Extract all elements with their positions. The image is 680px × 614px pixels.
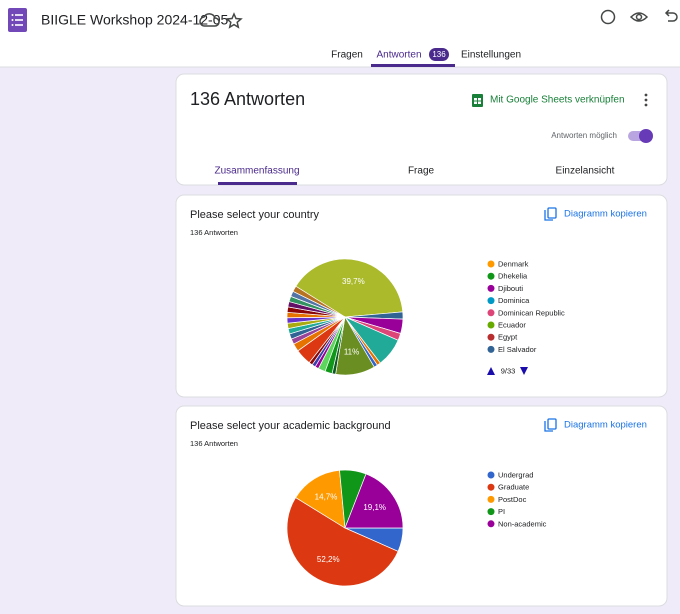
badge-count: 136 [432,50,446,59]
legend-label: Dhekelia [498,272,528,281]
legend-swatch [487,260,495,268]
accepting-label: Antworten möglich [551,131,617,140]
tab[interactable]: Einstellungen [461,50,521,61]
slice-label: 14,7% [315,493,338,502]
pie-slice [286,497,399,587]
tab-active[interactable]: Antworten [376,50,421,61]
summary-tab-active[interactable]: Zusammenfassung [214,166,299,177]
legend-label: Djibouti [498,284,523,293]
sheets-link[interactable]: Mit Google Sheets verknüpfen [490,95,625,106]
slice-label: 11% [344,347,359,356]
more-menu[interactable] [644,93,648,107]
card [175,73,668,186]
forms-icon[interactable] [8,8,27,32]
star-icon[interactable] [225,12,243,29]
copy-icon[interactable] [544,418,557,432]
move-to-drive-icon[interactable] [199,13,220,27]
pie-slice [295,258,404,318]
question-title: Please select your academic background [190,420,391,432]
legend-swatch [487,471,495,479]
legend-label: Dominica [498,296,530,305]
legend-label: PostDoc [498,495,527,504]
legend-label: Dominican Republic [498,308,565,317]
legend-swatch [487,309,495,317]
legend-next[interactable] [520,367,528,375]
sheets-icon[interactable] [472,94,483,107]
response-count: 136 Antworten [190,228,238,237]
pie-slice [295,469,346,529]
summary-tab[interactable]: Einzelansicht [556,166,615,177]
legend-swatch [487,321,495,329]
card [175,194,668,398]
summary-tab[interactable]: Frage [408,166,435,177]
slice-label: 52,2% [317,555,340,564]
tab-indicator [371,64,455,67]
legend-swatch [487,272,495,280]
question-title: Please select your country [190,209,320,221]
card [175,405,668,607]
legend-page: 9/33 [501,366,516,375]
legend-label: Denmark [498,259,529,268]
palette-icon[interactable] [600,9,616,25]
legend-swatch [487,284,495,292]
copy-icon[interactable] [544,207,557,221]
undo-icon[interactable] [664,9,678,22]
legend-swatch [487,483,495,491]
legend-swatch [487,495,495,503]
copy-chart-button[interactable]: Diagramm kopieren [564,420,647,431]
legend-label: PI [498,507,505,516]
pie-slice [292,285,346,318]
legend-label: Egypt [498,333,518,342]
legend-swatch [487,333,495,341]
tab[interactable]: Fragen [331,50,363,61]
legend-label: Undergrad [498,470,533,479]
app-bar [0,0,680,67]
copy-chart-button[interactable]: Diagramm kopieren [564,209,647,220]
legend-swatch [487,520,495,528]
tab-indicator [218,182,297,185]
slice-label: 39,7% [342,277,365,286]
responses-heading: 136 Antworten [190,89,305,109]
legend-swatch [487,297,495,305]
legend-swatch [487,508,495,516]
accepting-toggle[interactable] [628,129,653,143]
legend-label: Graduate [498,483,529,492]
legend-label: Ecuador [498,320,526,329]
legend-label: El Salvador [498,345,537,354]
response-count: 136 Antworten [190,439,238,448]
pie-slice [344,473,404,529]
legend-label: Non-academic [498,519,547,528]
badge [429,48,449,61]
legend-prev[interactable] [487,367,495,375]
preview-icon[interactable] [629,12,649,22]
legend-swatch [487,345,495,353]
slice-label: 19,1% [363,503,386,512]
form-title[interactable]: BIIGLE Workshop 2024-12-05 [41,12,229,28]
